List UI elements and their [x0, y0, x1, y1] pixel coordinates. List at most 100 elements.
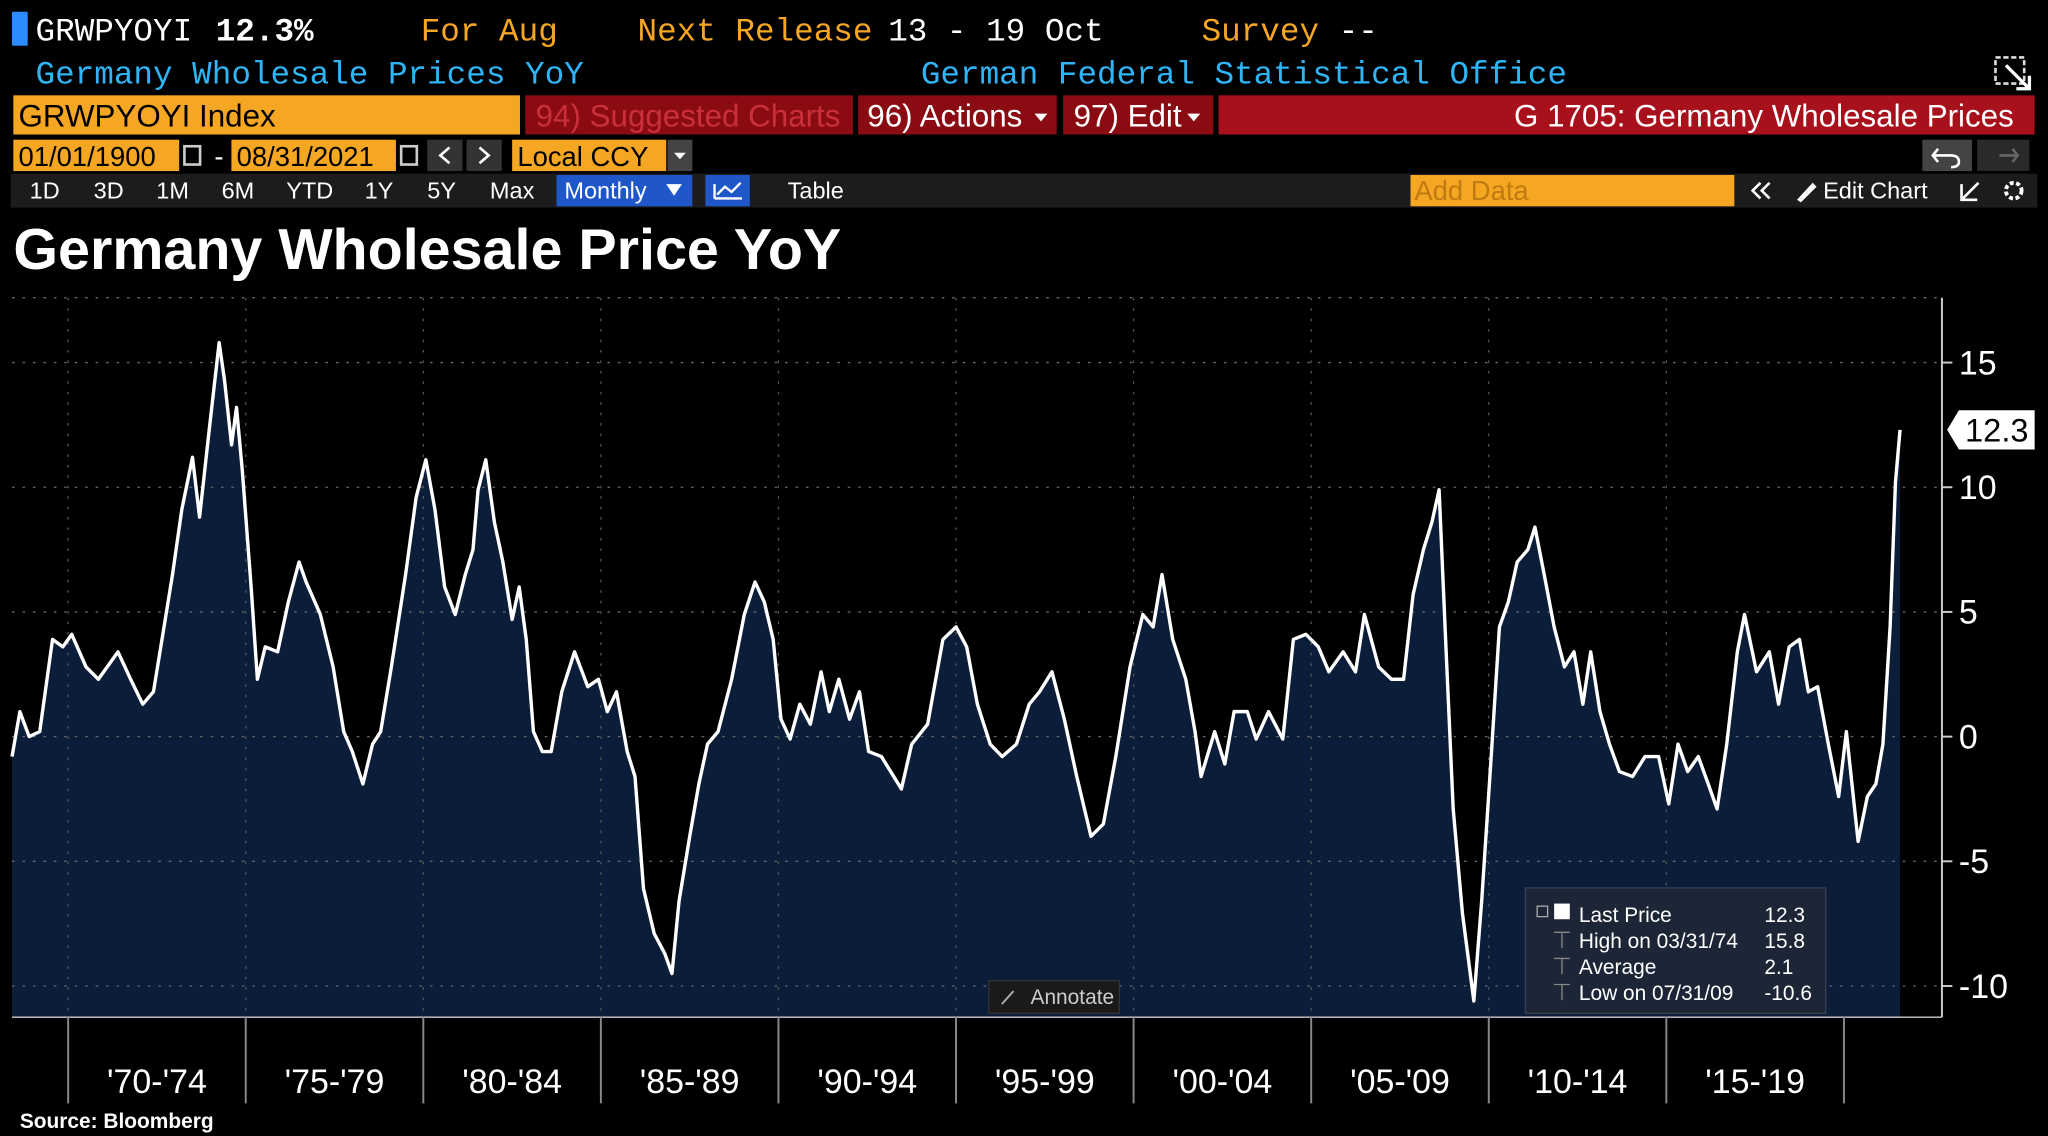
currency-field[interactable] [512, 139, 667, 172]
x-band-label: '00-'04 [1173, 1063, 1273, 1101]
period-button[interactable]: 1M [156, 177, 189, 203]
period-button[interactable]: YTD [286, 177, 333, 203]
prev-button[interactable] [427, 139, 463, 172]
next-release-label: Next Release [637, 13, 872, 50]
start-date-field[interactable] [13, 139, 180, 172]
period-button[interactable]: 1Y [365, 177, 394, 203]
suggested: 94) Suggested Charts [536, 99, 841, 134]
period-button[interactable]: Max [490, 177, 535, 203]
actions-caret [1034, 113, 1048, 122]
legend-swatch [1554, 903, 1570, 920]
calendar-icon[interactable] [399, 144, 419, 166]
edit-chart[interactable]: Edit Chart [1823, 177, 1928, 203]
y-tick-label: -5 [1959, 843, 1989, 881]
annotate-label: Annotate [1031, 986, 1115, 1009]
legend-box [1524, 887, 1827, 1014]
legend-collapse[interactable] [1536, 905, 1549, 918]
pencil-icon [1797, 182, 1817, 203]
source-org: German Federal Statistical Office [921, 57, 1567, 94]
end-date-field[interactable] [231, 139, 396, 172]
x-band-label: '75-'79 [285, 1063, 385, 1101]
y-tick-label: -10 [1959, 968, 2008, 1006]
date-separator: - [214, 141, 223, 172]
edit-button[interactable] [1063, 95, 1214, 135]
currency: Local CCY [517, 141, 648, 172]
y-tick-label: 5 [1959, 594, 1978, 632]
end-date: 08/31/2021 [237, 141, 374, 172]
area [12, 342, 1901, 1018]
edit: 97) Edit [1074, 99, 1182, 134]
period-button[interactable]: 6M [222, 177, 255, 203]
x-band-label: '15-'19 [1705, 1063, 1805, 1101]
redo-icon [1999, 148, 2020, 163]
security: GRWPYOYI Index [19, 99, 276, 134]
security-name: Germany Wholesale Prices YoY [36, 57, 584, 94]
collapse-icon[interactable] [1750, 181, 1771, 200]
ticker: GRWPYOYI [36, 13, 193, 50]
stat-icon [1554, 983, 1570, 1001]
survey-label: Survey [1202, 13, 1319, 50]
frequency-button[interactable] [556, 174, 693, 207]
y-tick-label: 15 [1959, 344, 1997, 382]
stat-icon [1554, 931, 1570, 948]
edit-icon[interactable] [1960, 181, 1980, 202]
ticker-marker [12, 11, 28, 46]
x-band-label: '90-'94 [817, 1063, 917, 1101]
x-band-label: '80-'84 [462, 1063, 562, 1101]
source: Source: Bloomberg [20, 1110, 214, 1133]
last-value-label: 12.3 [1965, 412, 2028, 449]
suggested-button[interactable] [525, 95, 853, 135]
edit-caret [1187, 113, 1201, 122]
frequency-caret [666, 184, 682, 196]
chart-view-button[interactable] [705, 174, 750, 207]
x-band-label: '10-'14 [1528, 1063, 1628, 1101]
x-band-label: '85-'89 [640, 1063, 740, 1101]
popout-arrow [2004, 64, 2032, 91]
annotate-icon [1001, 990, 1015, 1005]
stat-value: -10.6 [1764, 982, 1812, 1005]
y-tick-label: 0 [1959, 718, 1978, 756]
start-date: 01/01/1900 [19, 141, 156, 172]
chart-view-icon [713, 181, 742, 200]
calendar-icon[interactable] [183, 144, 202, 166]
x-band-label: '70-'74 [107, 1063, 207, 1101]
stat-label: High on 03/31/74 [1579, 930, 1738, 953]
next-release: 13 - 19 Oct [888, 13, 1103, 50]
security-field[interactable] [13, 95, 520, 135]
dropdown-caret [674, 152, 686, 160]
annotate-button[interactable] [988, 979, 1120, 1014]
x-band-label: '95-'99 [995, 1063, 1095, 1101]
legend-label: Last Price [1579, 904, 1672, 927]
prev-arrow [438, 146, 451, 165]
popout-frame [1994, 56, 2026, 85]
last-value-tag [1947, 410, 2035, 450]
line [10, 340, 1902, 1003]
period-button[interactable]: 3D [94, 177, 124, 203]
add-data: Add Data [1414, 175, 1529, 206]
settings-icon[interactable] [2003, 180, 2024, 201]
frequency: Monthly [564, 177, 647, 203]
period-buttons: 1D 3D 1M 6M YTD 1Y 5Y Max [30, 177, 535, 203]
legend-value: 12.3 [1764, 904, 1805, 927]
stat-label: Average [1579, 956, 1656, 979]
period-button[interactable]: 1D [30, 177, 60, 203]
period-button[interactable]: 5Y [427, 177, 456, 203]
survey: -- [1339, 13, 1378, 50]
chart-name: G 1705: Germany Wholesale Prices [1514, 99, 2014, 134]
actions: 96) Actions [867, 99, 1022, 134]
for-label: For Aug [421, 13, 558, 50]
actions-button[interactable] [858, 95, 1057, 135]
table-button[interactable]: Table [788, 177, 844, 203]
next-button[interactable] [466, 139, 502, 172]
stat-value: 2.1 [1764, 956, 1793, 979]
add-data-field[interactable] [1410, 174, 1735, 207]
last-value: 12.3% [216, 13, 314, 50]
next-arrow [478, 146, 491, 165]
popout-icon[interactable] [1994, 56, 2032, 91]
y-tick-label: 10 [1959, 469, 1997, 507]
chart-name-bar [1218, 95, 2035, 135]
chart-title: Germany Wholesale Price YoY [13, 218, 841, 282]
stat-value: 15.8 [1764, 930, 1805, 953]
